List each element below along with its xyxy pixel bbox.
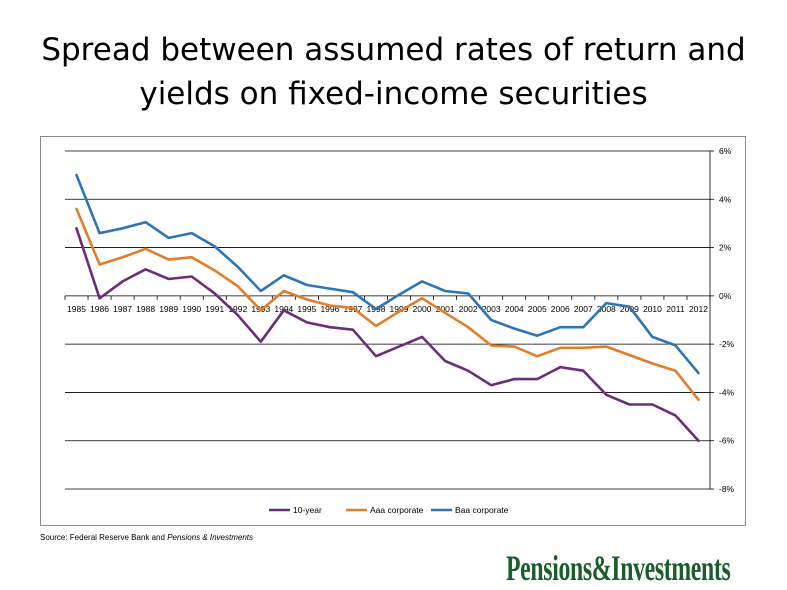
pensions-investments-logo: Pensions&Investments xyxy=(506,548,731,588)
slide-title: Spread between assumed rates of return a… xyxy=(0,28,787,116)
x-tick-label-2002: 2002 xyxy=(459,304,478,314)
x-tick-label-1989: 1989 xyxy=(159,304,178,314)
x-tick-label-1987: 1987 xyxy=(113,304,132,314)
x-tick-label-1985: 1985 xyxy=(67,304,86,314)
x-tick-label-1996: 1996 xyxy=(320,304,339,314)
title-line-2: yields on fixed-income securities xyxy=(139,76,648,112)
x-tick-label-2001: 2001 xyxy=(436,304,455,314)
y-tick-label: 4% xyxy=(719,194,732,204)
x-tick-label-1994: 1994 xyxy=(274,304,293,314)
x-tick-label-2012: 2012 xyxy=(689,304,708,314)
x-tick-label-1995: 1995 xyxy=(297,304,316,314)
x-tick-label-2005: 2005 xyxy=(528,304,547,314)
x-tick-label-1991: 1991 xyxy=(205,304,224,314)
x-tick-label-2004: 2004 xyxy=(505,304,524,314)
title-line-1: Spread between assumed rates of return a… xyxy=(41,32,746,68)
x-tick-label-2000: 2000 xyxy=(413,304,432,314)
y-tick-label: 0% xyxy=(719,291,732,301)
y-tick-label: -6% xyxy=(719,436,735,446)
legend-label-0: 10-year xyxy=(293,505,322,515)
y-tick-label: -8% xyxy=(719,484,735,494)
x-tick-label-1992: 1992 xyxy=(228,304,247,314)
y-tick-label: 6% xyxy=(719,146,732,156)
legend-label-2: Baa corporate xyxy=(455,505,509,515)
line-chart: 6% 4% 2% 0% -2% -4% -6% -8% 1985 1986 1987 1988 1989… xyxy=(64,146,735,515)
y-tick-label: -4% xyxy=(719,387,735,397)
series-line-10-year xyxy=(75,227,700,443)
x-tick-label-2010: 2010 xyxy=(643,304,662,314)
x-tick-label-1990: 1990 xyxy=(182,304,201,314)
x-tick-label-2007: 2007 xyxy=(574,304,593,314)
chart-frame: 6% 4% 2% 0% -2% -4% -6% -8% 1985 1986 1987 1988 1989… xyxy=(40,136,746,526)
x-tick-label-2003: 2003 xyxy=(482,304,501,314)
source-prefix: Source: Federal Reserve Bank and xyxy=(40,533,168,542)
series-line-aaa-corporate xyxy=(75,207,700,402)
x-tick-label-2011: 2011 xyxy=(666,304,685,314)
y-tick-label: 2% xyxy=(719,243,732,253)
source-note: Source: Federal Reserve Bank and Pension… xyxy=(40,533,253,542)
source-publication: Pensions & Investments xyxy=(167,533,254,542)
x-tick-label-1999: 1999 xyxy=(390,304,409,314)
y-tick-label: -2% xyxy=(719,339,735,349)
x-tick-label-1988: 1988 xyxy=(136,304,155,314)
x-tick-label-1986: 1986 xyxy=(90,304,109,314)
series-line-baa-corporate xyxy=(75,173,700,375)
x-tick-label-2008: 2008 xyxy=(597,304,616,314)
x-tick-label-2006: 2006 xyxy=(551,304,570,314)
legend-label-1: Aaa corporate xyxy=(370,505,424,515)
